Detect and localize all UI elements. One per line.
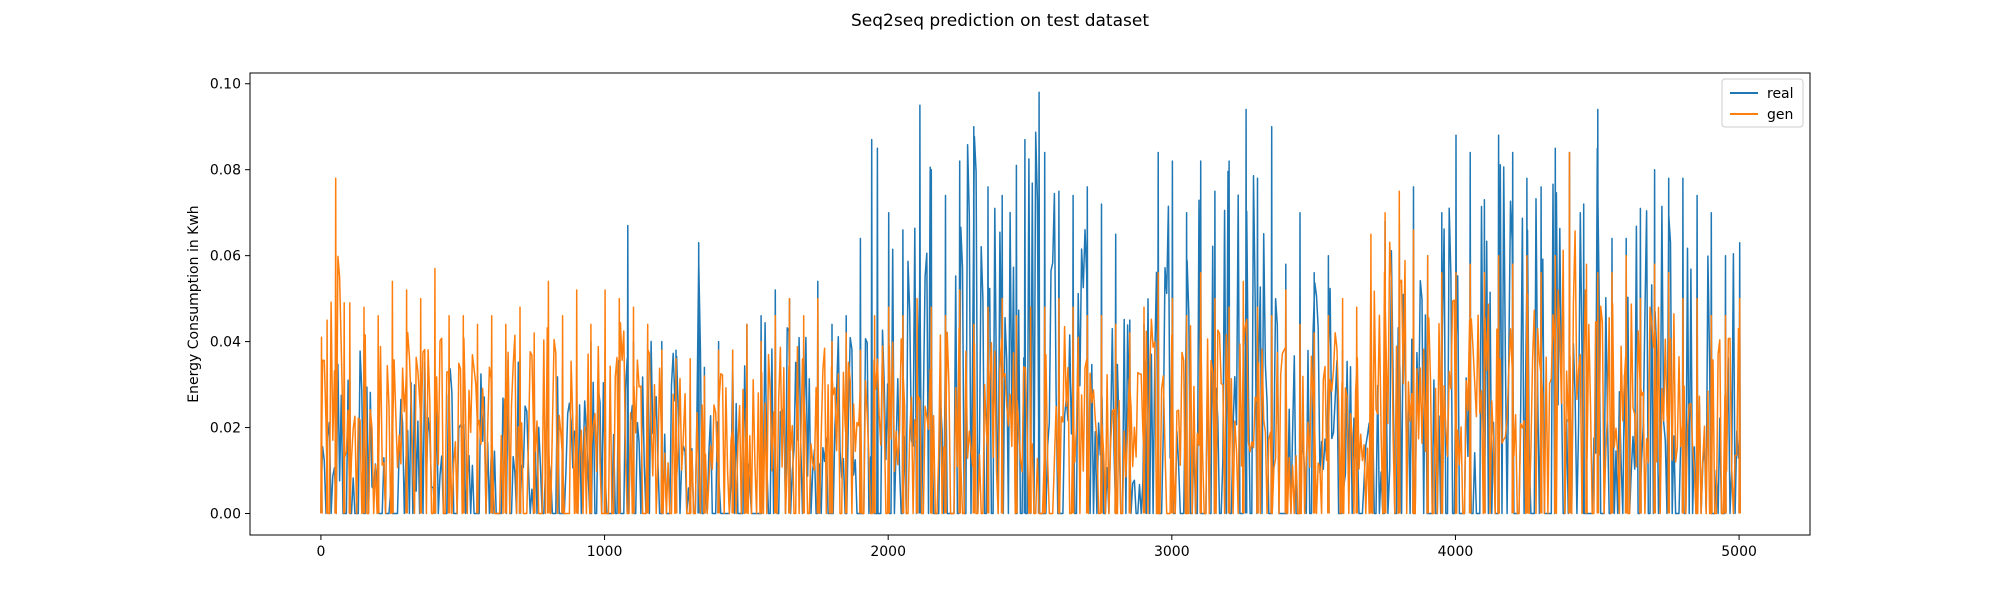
x-tick-label: 0 xyxy=(316,544,325,560)
series-line-gen xyxy=(320,151,1741,515)
x-tick-label: 4000 xyxy=(1438,544,1474,560)
y-tick-label: 0.08 xyxy=(210,163,241,179)
y-tick-label: 0.10 xyxy=(210,77,241,93)
legend-label-gen: gen xyxy=(1767,107,1793,123)
x-tick-label: 3000 xyxy=(1154,544,1190,560)
x-tick-label: 5000 xyxy=(1721,544,1757,560)
plot-frame xyxy=(249,72,1811,536)
y-tick-label: 0.00 xyxy=(210,507,241,523)
legend: real gen xyxy=(1721,78,1804,128)
chart-title: Seq2seq prediction on test dataset xyxy=(851,11,1149,31)
y-tick-label: 0.02 xyxy=(210,421,241,437)
legend-label-real: real xyxy=(1767,86,1794,102)
y-tick-label: 0.06 xyxy=(210,249,241,265)
y-axis: 0.00 0.02 0.04 0.06 0.08 0.10 xyxy=(210,77,250,523)
x-tick-label: 2000 xyxy=(870,544,906,560)
y-axis-title: Energy Consumption in Kwh xyxy=(186,205,202,402)
x-tick-label: 1000 xyxy=(587,544,623,560)
y-tick-label: 0.04 xyxy=(210,335,241,351)
plot-area xyxy=(249,72,1811,536)
x-axis: 0 1000 2000 3000 4000 5000 xyxy=(316,535,1757,560)
